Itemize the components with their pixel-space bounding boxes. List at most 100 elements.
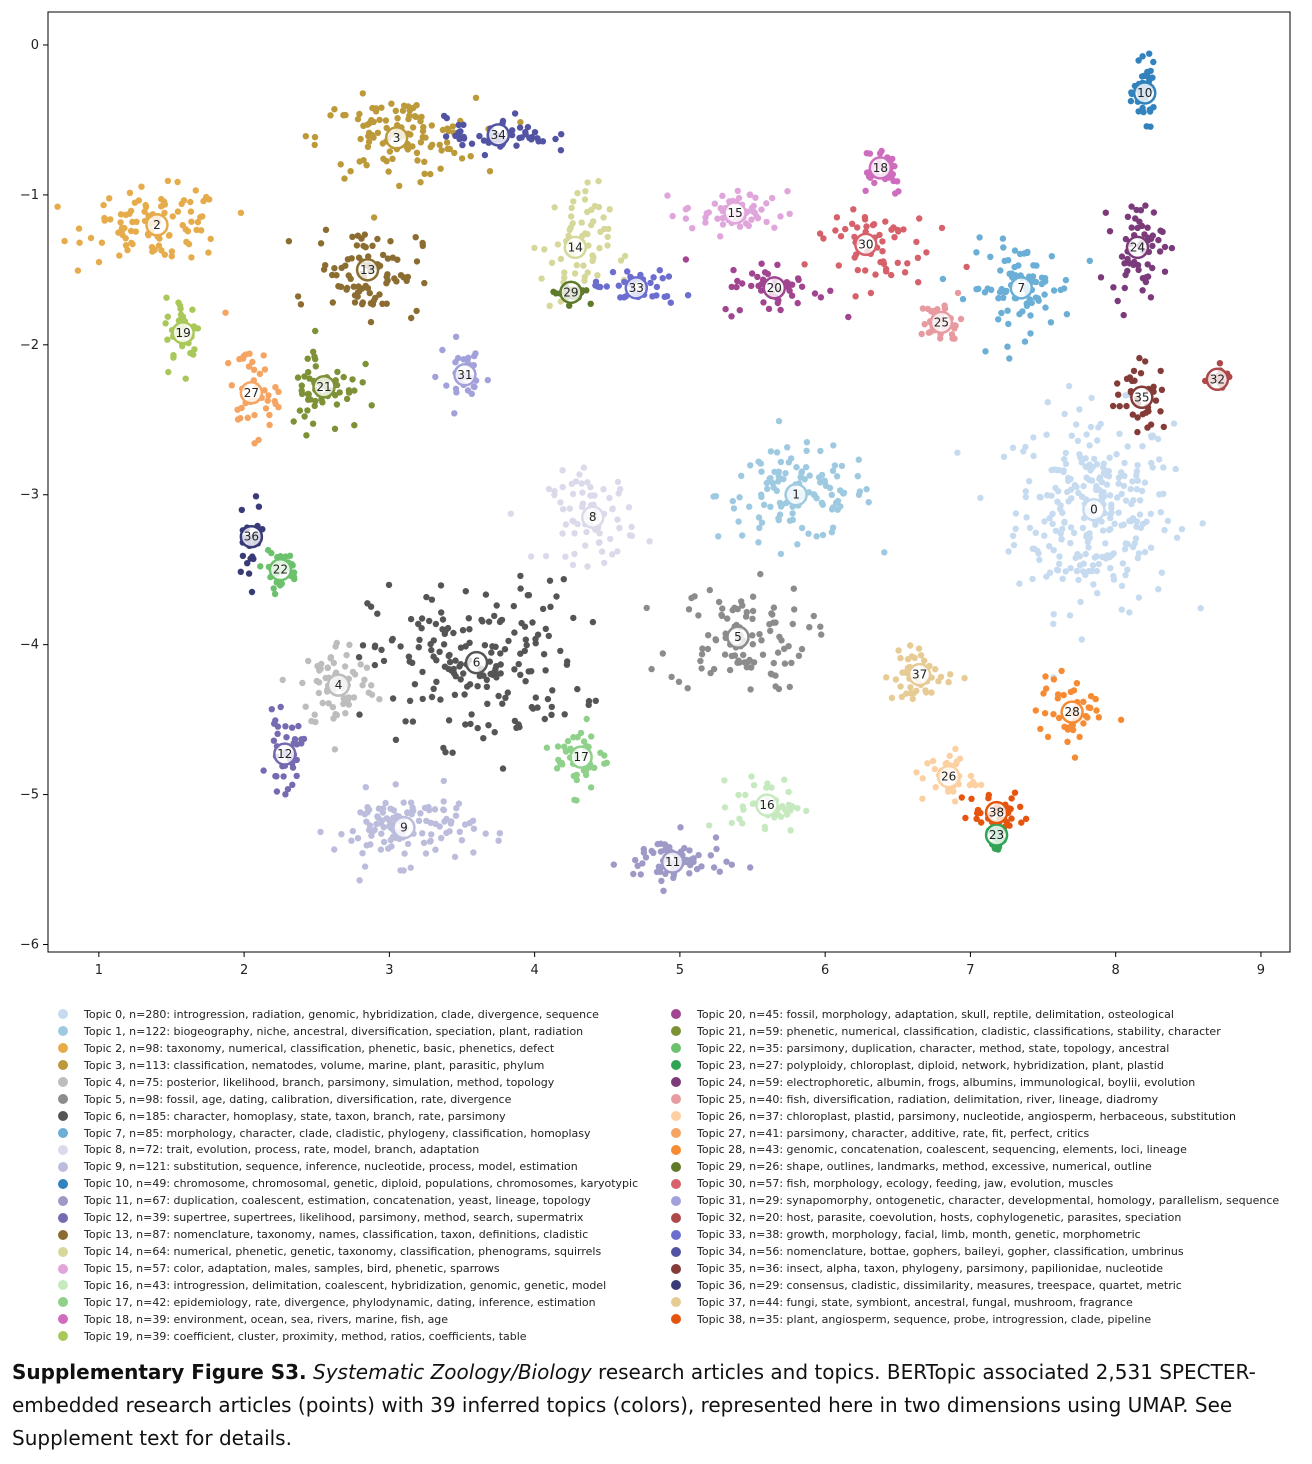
topic-20-point — [722, 305, 729, 313]
topic-34-point — [535, 138, 542, 145]
topic-6-point — [541, 715, 548, 723]
topic-6-point — [589, 618, 597, 626]
topic-6-point — [497, 650, 504, 657]
topic-14-point — [584, 230, 591, 238]
topic-20-point — [786, 287, 793, 294]
topic-0-point — [1100, 464, 1107, 471]
topic-28-point — [1093, 707, 1100, 714]
topic-9-point — [415, 817, 423, 824]
topic-0-point — [1113, 451, 1120, 458]
topic-0-point — [1073, 421, 1080, 428]
topic-14-point — [566, 226, 573, 234]
topic-0-point — [1135, 594, 1143, 601]
topic-0-point — [977, 494, 984, 502]
topic-35-centroid-label: 35 — [1134, 390, 1149, 404]
topic-14-point — [561, 269, 568, 276]
topic-5-point — [768, 671, 775, 678]
topic-15-point — [777, 213, 784, 220]
topic-0-point — [1067, 524, 1075, 531]
topic-5-point — [742, 613, 750, 620]
legend-label: Topic 15, n=57: color, adaptation, males… — [84, 1262, 500, 1276]
topic-2-point — [155, 242, 163, 249]
topic-28-point — [1050, 676, 1058, 683]
topic-7-point — [1041, 291, 1048, 298]
topic-0-point — [1134, 477, 1142, 484]
topic-5-point — [740, 651, 747, 659]
topic-8-point — [578, 480, 585, 487]
topic-6-point — [465, 615, 472, 622]
topic-11-point — [634, 862, 641, 869]
topic-38-point — [974, 806, 982, 814]
topic-6-point — [574, 685, 581, 693]
topic-12-point — [289, 781, 296, 788]
topic-1-point — [735, 518, 742, 525]
topic-28-point — [1050, 711, 1057, 718]
topic-9-point — [378, 830, 385, 837]
topic-6-point — [418, 625, 425, 632]
topic-12-centroid — [273, 742, 297, 766]
topic-13-point — [351, 299, 359, 306]
topic-3-point — [302, 133, 309, 140]
topic-2-point — [165, 232, 173, 239]
topic-4-point — [302, 703, 309, 710]
topic-13-point — [322, 262, 329, 269]
topic-11-point — [693, 865, 701, 873]
topic-11-point — [640, 849, 648, 856]
topic-0-point — [1124, 566, 1131, 573]
topic-6-point — [529, 619, 536, 626]
topic-0-point — [1076, 406, 1083, 413]
topic-6-point — [505, 637, 512, 645]
topic-7-point — [975, 285, 982, 292]
legend-item-topic-23: Topic 23, n=27: polyploidy, chloroplast,… — [671, 1057, 1301, 1074]
topic-36-centroid-label: 36 — [244, 530, 259, 544]
topic-6-point — [549, 687, 556, 694]
topic-13-point — [367, 318, 375, 326]
topic-4-point — [350, 694, 358, 701]
topic-34-point — [528, 133, 536, 141]
topic-2-point — [198, 227, 205, 234]
topic-5-point — [786, 683, 793, 691]
topic-3-point — [414, 157, 421, 164]
topic-3-point — [356, 110, 363, 118]
topic-6-point — [510, 602, 517, 610]
topic-8-point — [527, 553, 535, 560]
topic-0-point — [1136, 511, 1144, 518]
topic-0-point — [1093, 482, 1100, 490]
topic-3-point — [378, 104, 385, 111]
topic-22-point — [270, 585, 277, 592]
topic-5-point — [738, 598, 745, 605]
topic-2-point — [141, 208, 148, 215]
topic-4-point — [305, 657, 312, 665]
topic-6-point — [457, 661, 464, 668]
topic-35-point — [1137, 370, 1145, 377]
topic-3-point — [407, 131, 414, 138]
topic-25-point — [918, 330, 925, 338]
topic-37-point — [917, 652, 925, 659]
topic-6-point — [427, 640, 434, 648]
topic-16-point — [742, 791, 749, 799]
legend-swatch — [58, 1314, 68, 1325]
legend-label: Topic 1, n=122: biogeography, niche, anc… — [84, 1024, 584, 1038]
topic-28-point — [1064, 726, 1072, 733]
legend-item-topic-32: Topic 32, n=20: host, parasite, coevolut… — [671, 1209, 1301, 1226]
topic-4-point — [324, 664, 331, 671]
topic-8-point — [576, 471, 583, 478]
topic-0-point — [1118, 490, 1125, 498]
topic-3-point — [401, 102, 408, 109]
topic-27-point — [275, 388, 282, 395]
topic-3-point — [360, 122, 367, 129]
topic-0-point — [1096, 474, 1104, 481]
topic-8-point — [609, 551, 616, 558]
topic-38-point — [968, 795, 975, 802]
topic-14-point — [581, 196, 589, 203]
topic-19-point — [164, 313, 171, 320]
topic-30-point — [876, 231, 883, 239]
topic-13-point — [384, 277, 391, 284]
topic-5-point — [685, 606, 693, 613]
topic-14-point — [557, 255, 565, 263]
topic-0-point — [1086, 534, 1094, 541]
topic-30-point — [854, 224, 861, 231]
topic-34-point — [516, 124, 524, 131]
legend-swatch — [58, 1280, 68, 1291]
topic-2-point — [138, 183, 145, 190]
